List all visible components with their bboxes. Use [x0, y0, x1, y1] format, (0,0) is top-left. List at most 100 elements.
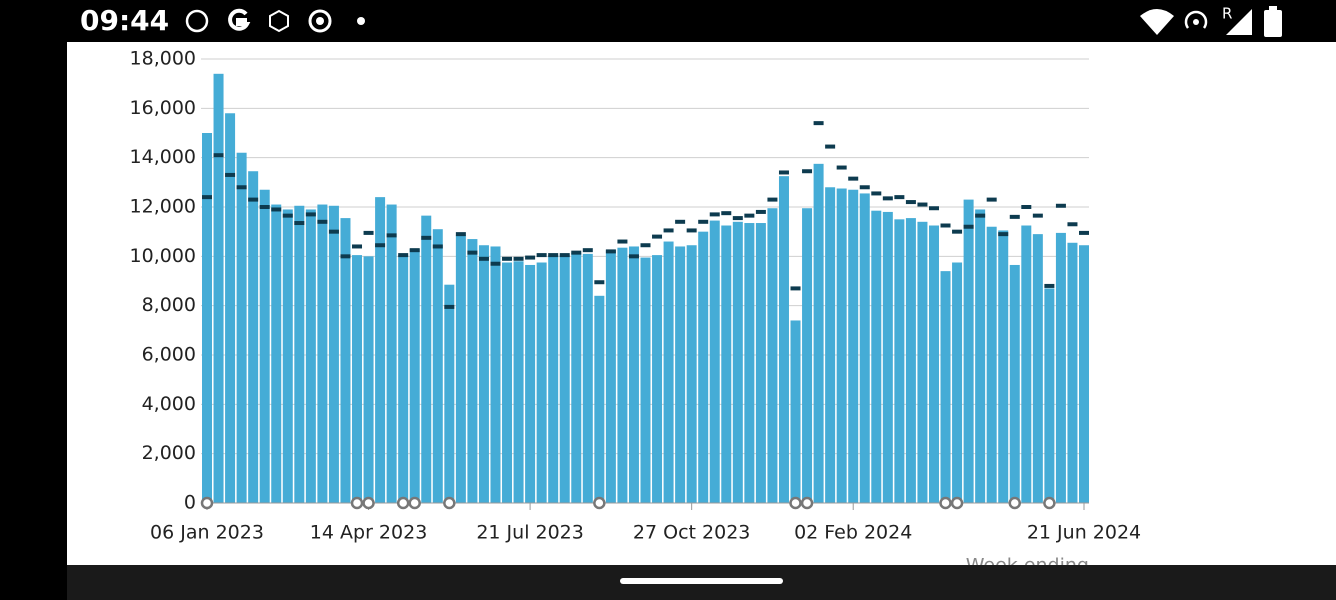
expected-marker	[259, 205, 270, 209]
expected-marker	[755, 209, 766, 214]
bar	[640, 257, 651, 503]
expected-marker	[675, 219, 686, 224]
bar	[536, 262, 547, 503]
y-tick-label: 16,000	[130, 97, 196, 119]
expected-marker	[328, 229, 339, 234]
bar	[594, 295, 605, 503]
expected-marker	[836, 165, 847, 170]
y-tick-label: 6,000	[142, 344, 196, 366]
expected-marker	[709, 212, 720, 217]
home-handle[interactable]	[620, 578, 783, 584]
expected-marker	[882, 196, 893, 201]
bar	[709, 220, 720, 504]
flag-marker	[350, 496, 364, 510]
expected-marker	[421, 235, 432, 240]
expected-marker	[640, 243, 651, 248]
bar	[421, 215, 432, 503]
expected-marker	[582, 248, 593, 253]
expected-marker	[1067, 222, 1078, 227]
bar	[398, 255, 409, 503]
bar	[409, 248, 420, 503]
bar	[778, 176, 789, 503]
bar	[559, 255, 570, 503]
expected-marker	[1044, 283, 1055, 288]
expected-marker	[225, 172, 236, 177]
y-tick-label: 0	[184, 492, 196, 514]
expected-marker	[790, 286, 801, 291]
expected-marker	[1055, 203, 1066, 208]
expected-marker	[825, 144, 836, 149]
bar	[548, 255, 559, 503]
flag-marker	[362, 496, 375, 510]
bar	[455, 235, 466, 503]
bar	[502, 262, 513, 503]
bar	[363, 256, 374, 503]
expected-marker	[963, 224, 974, 229]
y-tick-label: 8,000	[142, 294, 196, 316]
x-tick-label: 06 Jan 2023	[150, 522, 264, 544]
bar	[894, 219, 905, 504]
bar	[1044, 288, 1055, 503]
bar	[202, 133, 212, 503]
y-tick-label: 12,000	[130, 196, 196, 218]
expected-marker	[340, 254, 351, 259]
expected-marker	[490, 261, 501, 266]
bar	[305, 209, 316, 503]
y-tick-label: 14,000	[130, 146, 196, 168]
bar	[1055, 232, 1066, 503]
flag-marker	[789, 496, 802, 510]
flag-marker	[939, 496, 952, 510]
bar	[340, 218, 351, 503]
chrome-icon-center	[316, 17, 324, 25]
expected-marker	[605, 249, 616, 254]
battery-icon	[1264, 10, 1282, 37]
flag-marker	[950, 496, 964, 510]
app-icon	[269, 9, 289, 33]
chrome-icon	[308, 9, 332, 33]
bar	[963, 199, 974, 503]
expected-marker	[478, 256, 489, 261]
bar	[767, 208, 778, 503]
x-tick-label: 21 Jul 2023	[476, 522, 584, 544]
bar	[271, 204, 282, 504]
expected-marker	[536, 253, 547, 258]
chart: 0 2,000 4,000 6,000 8,000 10,000 12,000 14,000 1…	[130, 48, 1142, 577]
bar	[928, 225, 939, 503]
expected-marker	[432, 244, 443, 249]
bar	[432, 229, 443, 503]
bar	[617, 247, 628, 503]
bar	[859, 193, 870, 503]
bar	[813, 163, 824, 504]
bar	[328, 205, 339, 503]
wifi-icon	[1140, 9, 1174, 35]
expected-marker	[1079, 230, 1089, 235]
x-tick-label: 27 Oct 2023	[633, 522, 750, 544]
expected-marker	[594, 280, 605, 285]
bar	[248, 171, 259, 503]
bar	[1067, 242, 1078, 503]
bar	[871, 210, 882, 503]
flag-marker	[408, 496, 421, 510]
bar	[848, 189, 859, 503]
expected-marker	[721, 211, 732, 216]
flag-marker	[396, 496, 410, 510]
expected-marker	[271, 207, 282, 212]
notification-dot	[357, 17, 365, 25]
expected-marker	[871, 191, 882, 196]
bar	[513, 261, 524, 503]
bar	[917, 221, 928, 504]
bar	[698, 231, 709, 503]
clock: 09:44	[80, 4, 169, 37]
expected-marker	[940, 223, 951, 228]
y-tick-label: 10,000	[130, 245, 196, 267]
expected-marker	[513, 256, 524, 261]
expected-marker	[317, 219, 328, 224]
expected-marker	[917, 202, 928, 207]
expected-marker	[802, 169, 813, 174]
bar	[1079, 245, 1089, 503]
expected-marker	[236, 185, 247, 190]
expected-marker	[444, 304, 455, 309]
flag-marker	[1043, 496, 1056, 510]
expected-marker	[375, 243, 386, 248]
